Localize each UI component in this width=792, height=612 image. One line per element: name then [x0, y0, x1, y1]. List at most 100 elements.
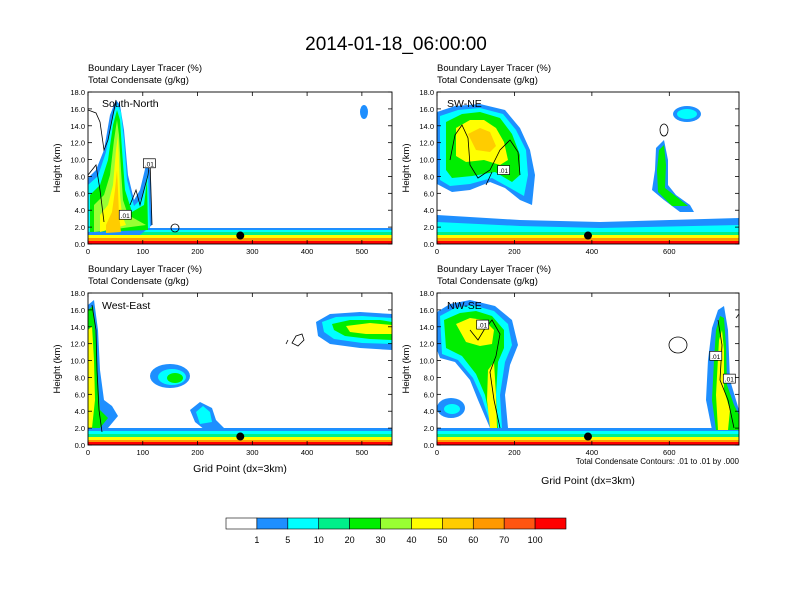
y-tick-label: 0.0 — [75, 240, 85, 249]
contour-label-box — [476, 319, 490, 330]
x-tick-label: 0 — [435, 247, 439, 256]
colorbar-box — [287, 517, 320, 530]
y-axis-label: Height (km) — [401, 143, 412, 192]
figure-title: 2014-01-18_06:00:00 — [305, 34, 487, 55]
colorbar-label: 40 — [406, 535, 416, 545]
x-tick-label: 500 — [356, 247, 369, 256]
contour-label: .01 — [121, 213, 130, 220]
panel-line2: Total Condensate (g/kg) — [437, 75, 538, 86]
colorbar-label: 1 — [254, 535, 259, 545]
y-tick-label: 4.0 — [424, 206, 434, 215]
x-tick-label: 100 — [137, 247, 150, 256]
y-tick-label: 18.0 — [70, 289, 85, 298]
contour-label-box — [709, 350, 723, 361]
contour-label-box — [118, 209, 132, 220]
y-tick-label: 16.0 — [70, 105, 85, 114]
y-tick-label: 10.0 — [70, 357, 85, 366]
colorbar-label: 70 — [499, 535, 509, 545]
contour-label: .01 — [499, 168, 508, 175]
y-tick-label: 16.0 — [419, 105, 434, 114]
y-tick-label: 2.0 — [75, 223, 85, 232]
panel-west-east: Boundary Layer Tracer (%) Total Condensa… — [52, 264, 393, 475]
contour-line — [88, 99, 153, 226]
panel-line2: Total Condensate (g/kg) — [88, 75, 189, 86]
panel-sw-ne: Boundary Layer Tracer (%) Total Condensa… — [401, 63, 740, 256]
x-tick-label: 300 — [246, 448, 259, 457]
y-tick-label: 14.0 — [70, 122, 85, 131]
y-tick-label: 14.0 — [419, 122, 434, 131]
panel-line1: Boundary Layer Tracer (%) — [88, 264, 202, 275]
panel-line1: Boundary Layer Tracer (%) — [437, 264, 551, 275]
colorbar-box — [411, 517, 443, 530]
y-tick-label: 0.0 — [424, 441, 434, 450]
y-tick-label: 6.0 — [75, 390, 85, 399]
panel-title: West-East — [102, 300, 150, 312]
colorbar-label: 100 — [528, 535, 543, 545]
x-tick-label: 600 — [663, 247, 676, 256]
bl-band-red — [88, 442, 392, 445]
x-tick-label: 400 — [586, 448, 599, 457]
x-tick-label: 500 — [356, 448, 369, 457]
plot-area: .01 — [437, 92, 739, 244]
y-axis-label: Height (km) — [401, 344, 412, 393]
x-tick-label: 200 — [191, 247, 204, 256]
contour-line — [735, 313, 739, 319]
y-tick-label: 8.0 — [75, 172, 85, 181]
x-tick-label: 300 — [246, 247, 259, 256]
x-tick-label: 0 — [86, 448, 90, 457]
plot-frame — [436, 292, 740, 446]
x-tick-label: 200 — [191, 448, 204, 457]
colorbar-label: 50 — [437, 535, 447, 545]
panel-nw-se: Boundary Layer Tracer (%) Total Condensa… — [401, 264, 740, 487]
colorbar-label: 5 — [285, 535, 290, 545]
y-tick-label: 2.0 — [424, 223, 434, 232]
y-tick-label: 18.0 — [70, 88, 85, 97]
colorbar-box — [349, 517, 381, 530]
bl-band-red — [437, 442, 739, 445]
panel-title: South-North — [102, 98, 159, 110]
left-column-yellow — [88, 326, 95, 428]
bl-band-red — [88, 241, 392, 244]
colorbar-box — [225, 517, 258, 530]
contour-label-box — [497, 165, 510, 175]
panel-title: NW-SE — [447, 300, 482, 312]
location-marker — [584, 231, 592, 240]
y-tick-label: 18.0 — [419, 88, 434, 97]
contour-line — [469, 319, 735, 429]
contour-label: .01 — [725, 377, 734, 384]
y-tick-label: 6.0 — [424, 189, 434, 198]
plume-orange — [106, 170, 121, 233]
y-tick-label: 12.0 — [70, 340, 85, 349]
contour-label: .01 — [711, 354, 720, 361]
bl-band-red — [437, 241, 739, 244]
colorbar: 1 5 10 20 30 40 50 60 70 100 — [225, 517, 567, 545]
plot-area: .01 .01 — [88, 92, 392, 244]
x-tick-label: 400 — [301, 448, 314, 457]
colorbar-label: 10 — [314, 535, 324, 545]
cloud-mass-orange — [468, 128, 496, 152]
y-tick-label: 14.0 — [70, 323, 85, 332]
y-tick-label: 16.0 — [419, 306, 434, 315]
colorbar-label: 60 — [468, 535, 478, 545]
y-tick-label: 8.0 — [75, 373, 85, 382]
colorbar-box — [503, 517, 536, 530]
plume-yellow — [100, 135, 126, 232]
x-tick-label: 400 — [301, 247, 314, 256]
contour-info: Total Condensate Contours: .01 to .01 by… — [576, 457, 740, 466]
y-tick-label: 2.0 — [424, 424, 434, 433]
x-tick-label: 600 — [663, 448, 676, 457]
colorbar-box — [442, 517, 474, 530]
cloud-mass-yellow — [487, 362, 497, 428]
contour-label: .01 — [478, 323, 487, 330]
colorbar-label: 30 — [376, 535, 386, 545]
panel-line2: Total Condensate (g/kg) — [88, 276, 189, 287]
contour-line — [91, 304, 103, 433]
y-tick-label: 12.0 — [70, 139, 85, 148]
x-tick-label: 0 — [435, 448, 439, 457]
y-tick-label: 2.0 — [75, 424, 85, 433]
panel-title: SW-NE — [447, 98, 482, 110]
x-tick-label: 200 — [508, 247, 521, 256]
cloud-blob — [444, 404, 460, 414]
contour-line — [659, 123, 669, 137]
